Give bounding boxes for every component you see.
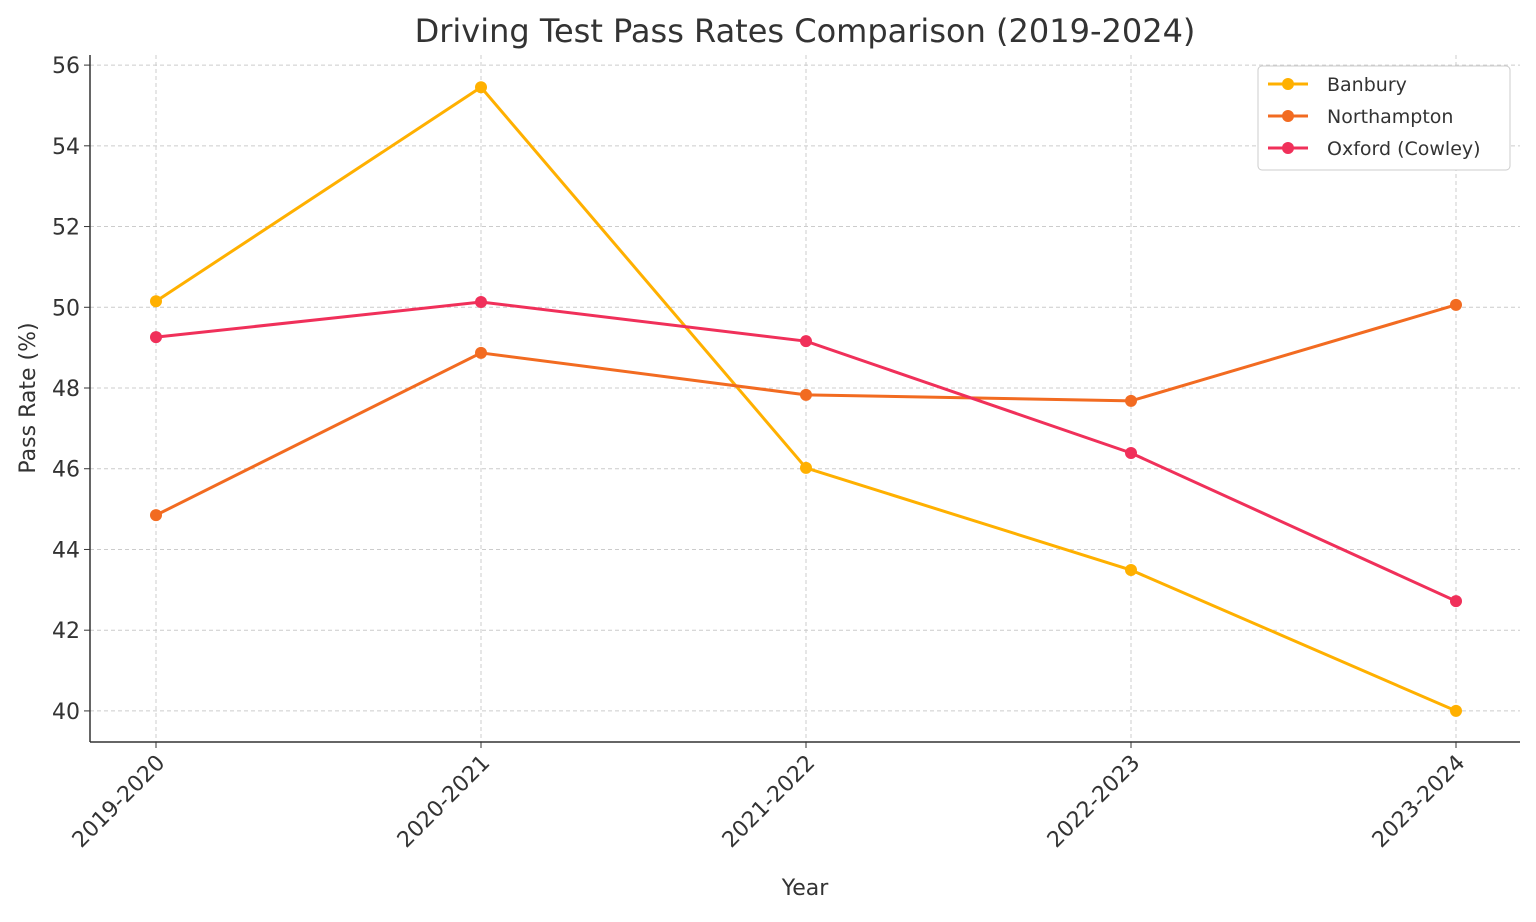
- legend-swatch-marker: [1282, 142, 1294, 154]
- data-point: [1125, 564, 1137, 577]
- chart-title: Driving Test Pass Rates Comparison (2019…: [415, 12, 1196, 50]
- data-point: [475, 81, 487, 94]
- series-northampton: [150, 298, 1462, 522]
- y-axis-label: Pass Rate (%): [16, 322, 41, 473]
- data-point: [475, 296, 487, 309]
- x-tick-label: 2021-2022: [718, 751, 820, 853]
- y-tick-label: 46: [52, 458, 80, 483]
- x-tick-label: 2019-2020: [68, 751, 170, 853]
- data-point: [1450, 298, 1462, 311]
- data-point: [1450, 595, 1462, 608]
- series-oxford-cowley: [150, 296, 1462, 608]
- legend-label: Oxford (Cowley): [1327, 138, 1481, 160]
- y-axis: 40 42 44 46 48 50 52 54 56: [52, 54, 90, 725]
- y-tick-label: 56: [52, 54, 80, 79]
- y-tick-label: 44: [52, 538, 80, 563]
- data-point: [800, 461, 812, 474]
- y-tick-label: 54: [52, 135, 80, 160]
- data-point: [150, 509, 162, 522]
- legend-swatch-marker: [1282, 110, 1294, 122]
- x-axis: 2019-2020 2020-2021 2021-2022 2022-2023 2023…: [68, 742, 1470, 853]
- data-point: [475, 346, 487, 359]
- y-tick-label: 50: [52, 296, 80, 321]
- legend-swatch-marker: [1282, 78, 1294, 90]
- data-point: [1125, 446, 1137, 459]
- x-axis-label: Year: [781, 876, 830, 901]
- series-group: [150, 81, 1462, 717]
- data-point: [150, 295, 162, 308]
- grid: [90, 55, 1520, 742]
- legend: Banbury Northampton Oxford (Cowley): [1257, 65, 1511, 171]
- data-point: [1125, 394, 1137, 407]
- y-tick-label: 52: [52, 216, 80, 241]
- x-tick-label: 2020-2021: [393, 751, 495, 853]
- series-banbury: [150, 81, 1462, 717]
- y-tick-label: 48: [52, 377, 80, 402]
- legend-box: [1257, 65, 1511, 171]
- legend-label: Banbury: [1327, 74, 1407, 96]
- y-tick-label: 40: [52, 700, 80, 725]
- data-point: [800, 335, 812, 348]
- x-tick-label: 2022-2023: [1043, 751, 1145, 853]
- data-point: [1450, 704, 1462, 717]
- data-point: [150, 331, 162, 344]
- legend-label: Northampton: [1327, 106, 1453, 128]
- x-tick-label: 2023-2024: [1368, 751, 1470, 853]
- data-point: [800, 388, 812, 401]
- y-tick-label: 42: [52, 619, 80, 644]
